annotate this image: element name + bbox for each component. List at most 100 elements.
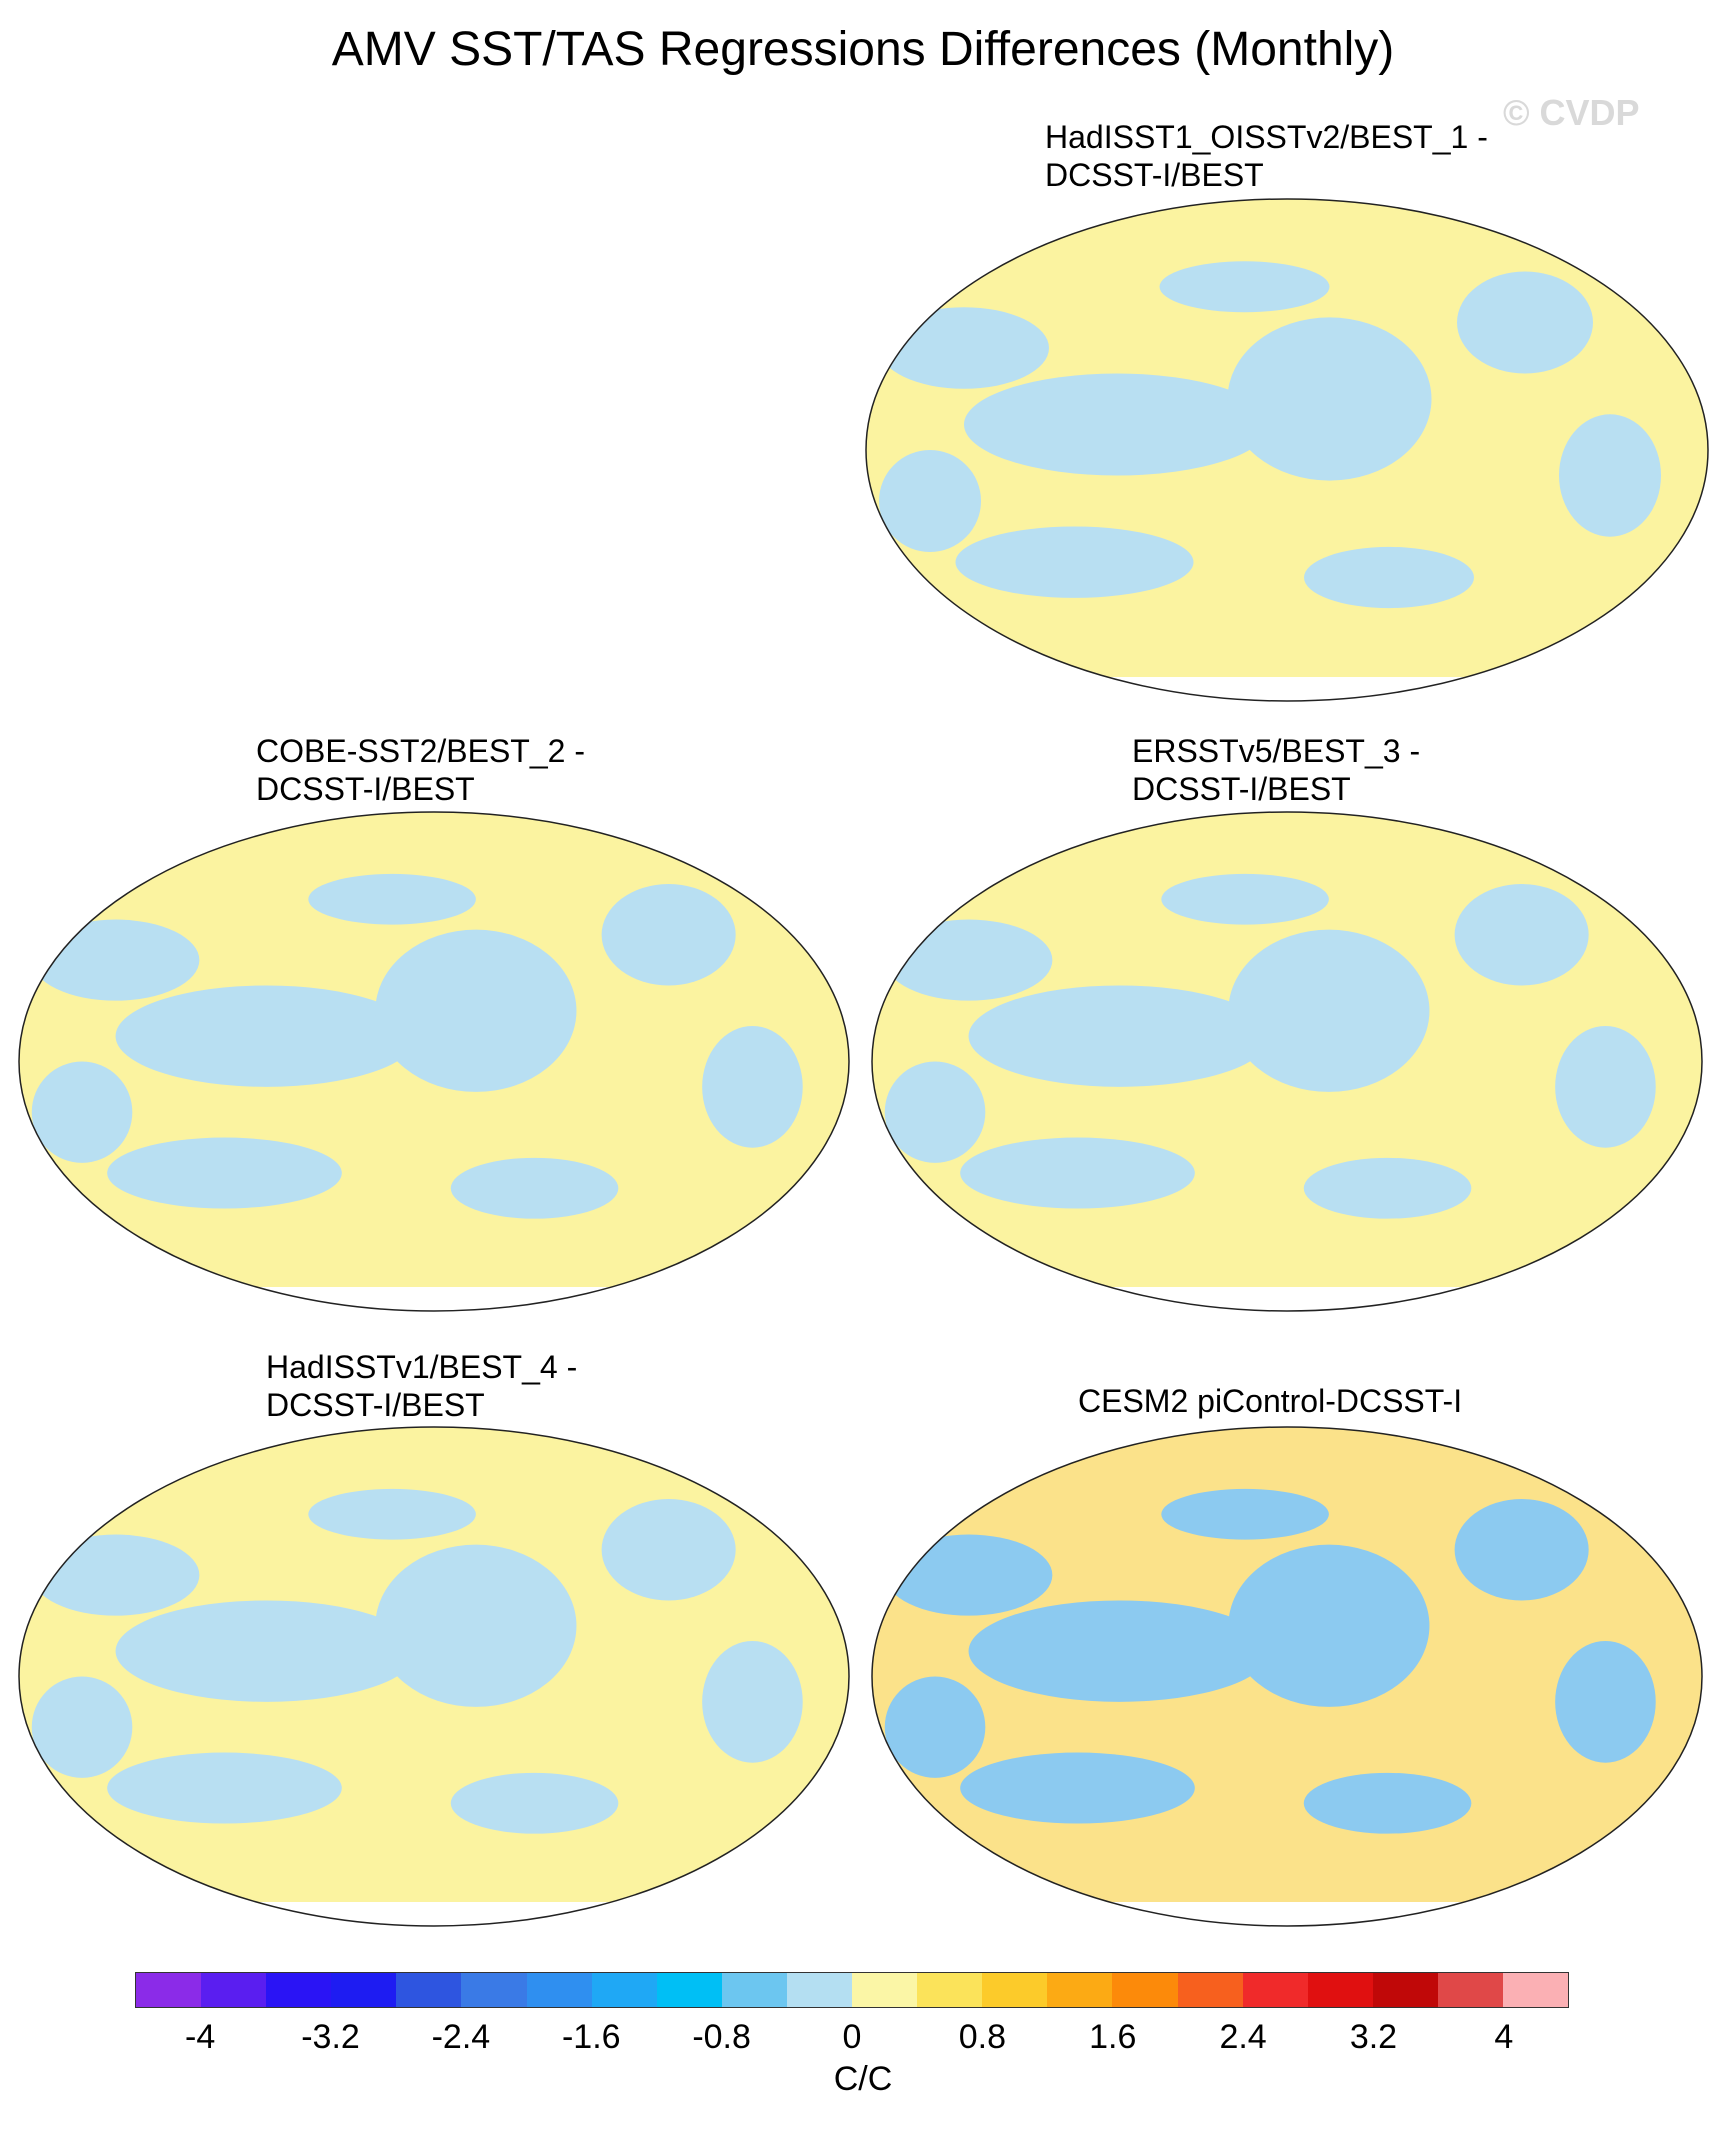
panel-title-3-line1: ERSSTv5/BEST_3 -: [1132, 733, 1421, 769]
colorbar-box: [1502, 1973, 1569, 2007]
map-panel-1: [865, 198, 1709, 702]
panel-title-3: ERSSTv5/BEST_3 - DCSST-I/BEST: [1132, 732, 1420, 808]
main-title: AMV SST/TAS Regressions Differences (Mon…: [331, 23, 1395, 76]
contour-region: [31, 1061, 133, 1163]
contour-region: [1559, 414, 1661, 537]
map-panel-2: [18, 811, 850, 1312]
colorbar-box: [1307, 1973, 1373, 2007]
contour-region: [884, 1676, 986, 1778]
contour-region: [960, 1752, 1195, 1824]
map-panel-3: [871, 811, 1703, 1312]
contour-region: [107, 1752, 342, 1824]
panel-title-2: COBE-SST2/BEST_2 - DCSST-I/BEST: [256, 732, 585, 808]
panel-title-2-line1: COBE-SST2/BEST_2 -: [256, 733, 585, 769]
colorbar-box: [461, 1973, 527, 2007]
contour-region: [1228, 929, 1430, 1092]
colorbar-tick-label: -2.4: [431, 2018, 491, 2056]
map-outline: [18, 811, 850, 1312]
contour-region: [884, 919, 1053, 1001]
contour-region: [1457, 271, 1593, 374]
contour-region: [308, 1488, 476, 1540]
colorbar-box: [1242, 1973, 1308, 2007]
colorbar-box: [526, 1973, 592, 2007]
colorbar-box: [266, 1973, 332, 2007]
colorbar-box: [852, 1973, 918, 2007]
colorbar-box: [917, 1973, 983, 2007]
panel-title-1: HadISST1_OISSTv2/BEST_1 - DCSST-I/BEST: [1045, 118, 1488, 194]
colorbar-tick-label: 1.6: [1089, 2018, 1137, 2056]
contour-region: [960, 1137, 1195, 1209]
contour-region: [1303, 1772, 1472, 1834]
contour-region: [115, 985, 418, 1087]
contour-region: [308, 873, 476, 925]
colorbar-box: [331, 1973, 397, 2007]
panel-title-1-line1: HadISST1_OISSTv2/BEST_1 -: [1045, 119, 1488, 155]
colorbar-tick-label: -0.8: [692, 2018, 751, 2056]
contour-region: [31, 1676, 133, 1778]
colorbar-unit: C/C: [833, 2060, 893, 2098]
contour-region: [955, 526, 1194, 598]
contour-region: [968, 1600, 1271, 1702]
contour-region: [31, 1534, 200, 1616]
contour-region: [1161, 1488, 1329, 1540]
map-outline: [871, 811, 1703, 1312]
contour-region: [1228, 1544, 1430, 1707]
panel-title-1-line2: DCSST-I/BEST: [1045, 157, 1264, 193]
contour-region: [1227, 317, 1432, 481]
colorbar-box: [1437, 1973, 1503, 2007]
contour-region: [884, 1534, 1053, 1616]
contour-region: [1304, 546, 1474, 609]
contour-region: [879, 307, 1049, 389]
contour-region: [1555, 1641, 1656, 1763]
contour-region: [1303, 1157, 1472, 1219]
panel-title-3-line2: DCSST-I/BEST: [1132, 771, 1351, 807]
colorbar-box: [721, 1973, 787, 2007]
contour-region: [31, 919, 200, 1001]
contour-region: [1454, 1499, 1589, 1601]
contour-region: [1161, 873, 1329, 925]
colorbar: [135, 1972, 1569, 2008]
contour-region: [115, 1600, 418, 1702]
panel-title-2-line2: DCSST-I/BEST: [256, 771, 475, 807]
contour-region: [1555, 1026, 1656, 1148]
contour-region: [968, 985, 1271, 1087]
colorbar-box: [1047, 1973, 1113, 2007]
colorbar-box: [591, 1973, 657, 2007]
contour-region: [884, 1061, 986, 1163]
colorbar-tick-label: 0.8: [958, 2018, 1006, 2056]
contour-region: [601, 884, 736, 986]
colorbar-box: [201, 1973, 267, 2007]
contour-region: [601, 1499, 736, 1601]
colorbar-box: [1112, 1973, 1178, 2007]
panel-title-5: CESM2 piControl-DCSST-I: [1078, 1382, 1462, 1420]
contour-region: [1454, 884, 1589, 986]
colorbar-box: [1177, 1973, 1243, 2007]
colorbar-box: [656, 1973, 722, 2007]
contour-region: [702, 1026, 803, 1148]
colorbar-tick-label: 4: [1494, 2018, 1514, 2056]
colorbar-box: [982, 1973, 1048, 2007]
map-outline: [865, 198, 1709, 702]
map-panel-5: [871, 1426, 1703, 1927]
contour-region: [375, 1544, 577, 1707]
panel-title-5-line1: CESM2 piControl-DCSST-I: [1078, 1383, 1463, 1419]
panel-title-4-line1: HadISSTv1/BEST_4 -: [266, 1349, 578, 1385]
colorbar-tick-label: -1.6: [561, 2018, 621, 2056]
contour-region: [702, 1641, 803, 1763]
colorbar-tick-label: 0: [842, 2018, 862, 2056]
panel-title-4-line2: DCSST-I/BEST: [266, 1387, 485, 1423]
colorbar-tick-label: 2.4: [1219, 2018, 1267, 2056]
colorbar-tick-label: 3.2: [1349, 2018, 1398, 2056]
map-outline: [18, 1426, 850, 1927]
contour-region: [450, 1157, 619, 1219]
colorbar-box: [1372, 1973, 1438, 2007]
contour-region: [375, 929, 577, 1092]
colorbar-box: [786, 1973, 853, 2007]
map-outline: [871, 1426, 1703, 1927]
contour-region: [879, 450, 981, 552]
contour-region: [107, 1137, 342, 1209]
colorbar-box: [136, 1973, 202, 2007]
colorbar-box: [396, 1973, 462, 2007]
contour-region: [1159, 261, 1330, 313]
colorbar-tick-label: -3.2: [301, 2018, 360, 2056]
